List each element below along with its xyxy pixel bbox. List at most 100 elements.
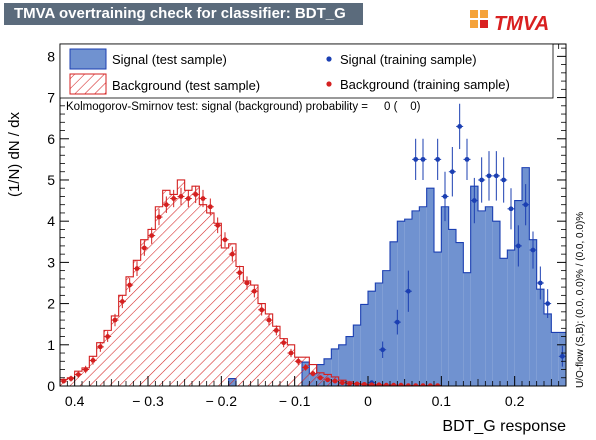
x-tick-label: 0 [364,393,372,409]
signal-test-outline [60,167,566,386]
background-training-point [273,327,279,333]
background-training-point [303,365,309,370]
legend-signal-training-label: Signal (training sample) [340,52,477,67]
background-training-point [376,382,382,386]
background-test-bar [67,377,75,386]
y-tick-label: 5 [47,172,55,188]
signal-training-point [486,173,492,179]
signal-training-point [471,198,477,203]
background-training-point [134,266,140,271]
signal-test-bar [368,291,376,386]
background-test-bar [162,190,170,386]
signal-training-point [380,347,386,353]
background-test-bar [111,315,119,386]
background-test-bar [74,371,82,386]
signal-training-point [420,156,426,162]
background-training-point [75,372,81,377]
signal-training-point [394,319,400,325]
logo-dot-1 [470,10,478,18]
background-training-point [127,282,133,288]
x-tick-label: − 0.3 [132,393,164,409]
signal-test-bar [419,206,427,386]
y-tick-label: 2 [47,296,55,312]
legend-box [59,43,554,99]
x-tick-label: 0.1 [432,393,452,409]
signal-training-point [545,301,551,306]
signal-training-point [537,280,543,286]
background-training-point [149,233,155,239]
tmva-logo: TMVA [470,10,549,35]
background-training-point [383,382,389,386]
background-training-point [310,371,316,377]
signal-training-point [435,156,441,162]
signal-test-bar [338,344,346,386]
background-training-point [427,383,433,386]
signal-test-bar [536,289,544,386]
signal-training-point [493,173,499,179]
signal-test-bar [397,221,405,386]
background-training-point [361,381,367,386]
x-tick-label: − 0.2 [206,393,238,409]
background-test-bar [104,330,112,386]
signal-training-point [530,247,536,253]
background-test-bar [236,266,244,386]
signal-training-point [515,243,521,249]
signal-test-bar [507,250,515,386]
legend-background-training-marker [326,81,332,87]
background-training-point [295,358,301,364]
background-test-bar [258,303,266,386]
signal-test-bar [544,313,552,386]
signal-training-point [449,169,455,175]
background-training-point [97,344,103,350]
background-test-bar [118,295,126,386]
x-tick-label: 0.4 [65,393,85,409]
background-test-bar [265,313,273,386]
background-test-bar [126,276,134,386]
signal-test-bar [456,242,464,386]
background-training-point [68,376,74,381]
background-test-bar [140,239,148,386]
background-training-point [251,288,257,294]
background-test-bar [243,280,251,386]
signal-test-bar [353,325,361,386]
signal-test-bar [390,241,398,386]
y-tick-label: 1 [47,337,55,353]
signal-training-point [559,353,565,359]
signal-training-point [457,124,463,129]
signal-test-bar [522,167,530,386]
background-training-point [90,358,96,363]
background-training-point [435,383,441,386]
background-training-points [60,185,442,386]
background-test-bar [214,223,222,386]
background-training-point [193,191,199,197]
signal-test-bar [382,270,390,386]
legend-signal-training-marker [326,56,332,62]
background-training-point [398,382,404,386]
signal-test-bar [448,229,456,386]
background-training-point [420,383,426,386]
legend-background-test-swatch [69,73,107,95]
signal-test-bar [492,221,500,386]
signal-test-bar [463,272,471,386]
signal-training-point [523,202,529,208]
signal-test-bar [500,258,508,386]
background-test-histogram [60,179,566,386]
background-training-point [200,196,206,201]
signal-training-point [405,288,411,294]
histogram-layer [60,167,566,386]
signal-test-bar [434,252,442,386]
background-training-point [178,194,184,199]
y-axis-label: (1/N) dN / dx [6,112,23,198]
x-tick-label: − 0.1 [279,393,311,409]
background-training-point [244,280,250,286]
signal-test-bar [514,200,522,386]
background-training-point [163,202,169,208]
signal-test-bar [478,210,486,386]
y-tick-label: 8 [47,48,55,64]
signal-test-bar [426,188,434,386]
ks-test-text: Kolmogorov-Smirnov test: signal (backgro… [66,101,421,113]
x-axis-label: BDT_G response [442,418,566,435]
background-test-bar [133,260,141,386]
legend: Signal (test sample) Background (test sa… [59,43,554,99]
